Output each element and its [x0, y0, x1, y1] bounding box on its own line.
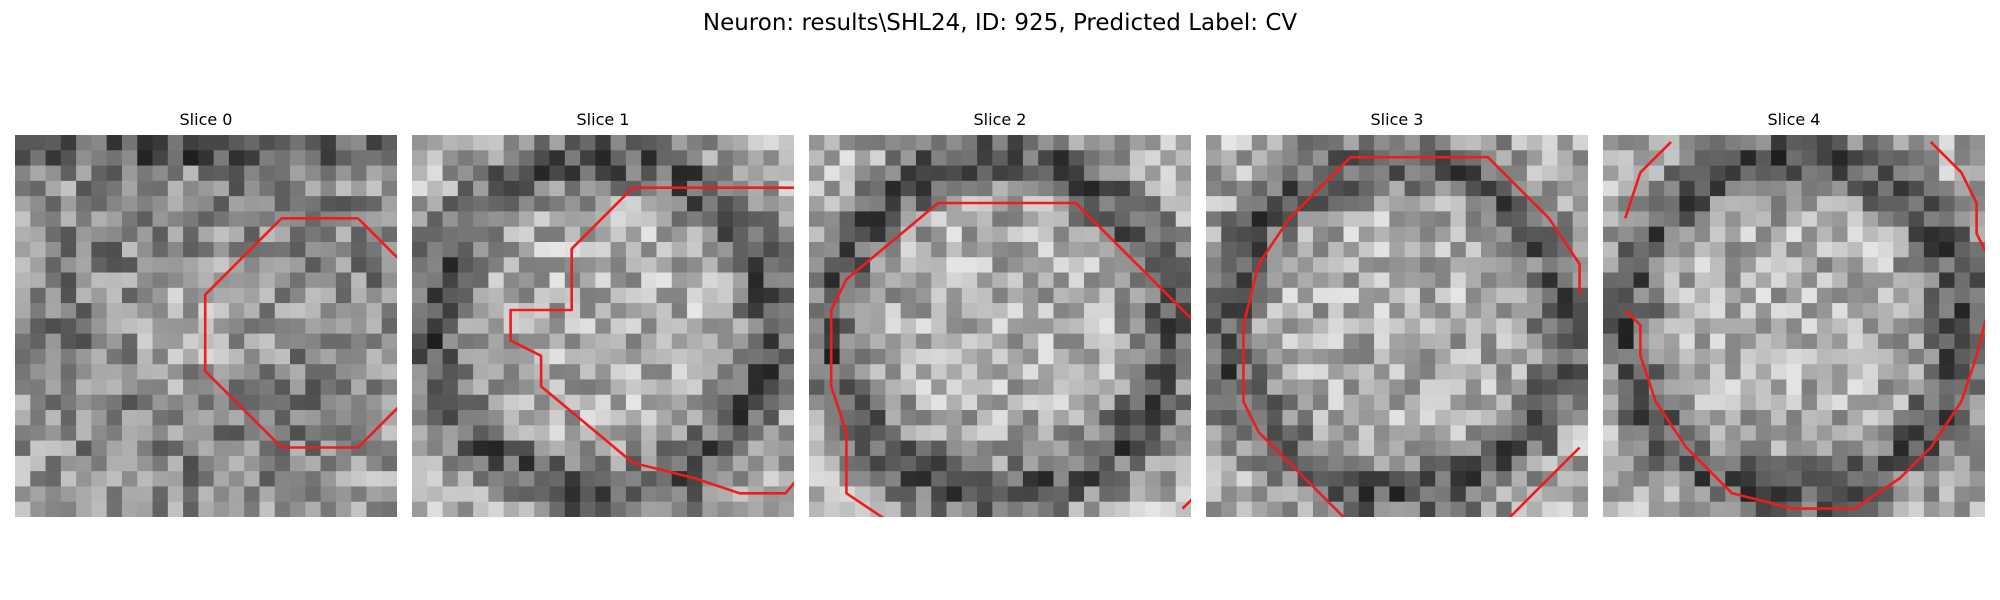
contour-line — [1242, 155, 1381, 517]
contour-line — [938, 201, 1191, 510]
slice-canvas — [1603, 135, 1985, 517]
slice-image-1 — [412, 135, 794, 517]
slice-canvas — [809, 135, 1191, 517]
slice-image-3 — [1206, 135, 1588, 517]
pixel-grid — [15, 135, 397, 517]
slice-title: Slice 4 — [1767, 110, 1821, 129]
slice-title: Slice 2 — [973, 110, 1027, 129]
contour-line — [1623, 140, 1672, 219]
slice-panel-0: Slice 0 — [15, 110, 397, 517]
slice-image-4 — [1603, 135, 1985, 517]
slice-canvas — [1206, 135, 1588, 517]
contour-line — [203, 217, 397, 449]
slice-panel-1: Slice 1 — [412, 110, 794, 517]
slice-title: Slice 0 — [179, 110, 233, 129]
slice-panel-2: Slice 2 — [809, 110, 1191, 517]
slice-image-2 — [809, 135, 1191, 517]
pixel-grid — [809, 135, 1191, 517]
slice-title: Slice 3 — [1370, 110, 1424, 129]
contour-line — [1508, 446, 1581, 517]
slice-canvas — [412, 135, 794, 517]
contour-line — [1381, 155, 1581, 295]
contour-line — [1624, 140, 1985, 510]
pixel-grid — [412, 135, 794, 517]
figure-title: Neuron: results\SHL24, ID: 925, Predicte… — [702, 10, 1298, 36]
contour-line — [829, 202, 939, 517]
slice-panel-4: Slice 4 — [1603, 110, 1985, 517]
pixel-grid — [1206, 135, 1588, 517]
slice-canvas — [15, 135, 397, 517]
pixel-grid — [1603, 135, 1985, 517]
slice-image-0 — [15, 135, 397, 517]
contour-line — [509, 186, 794, 495]
slice-title: Slice 1 — [576, 110, 630, 129]
slice-panel-3: Slice 3 — [1206, 110, 1588, 517]
